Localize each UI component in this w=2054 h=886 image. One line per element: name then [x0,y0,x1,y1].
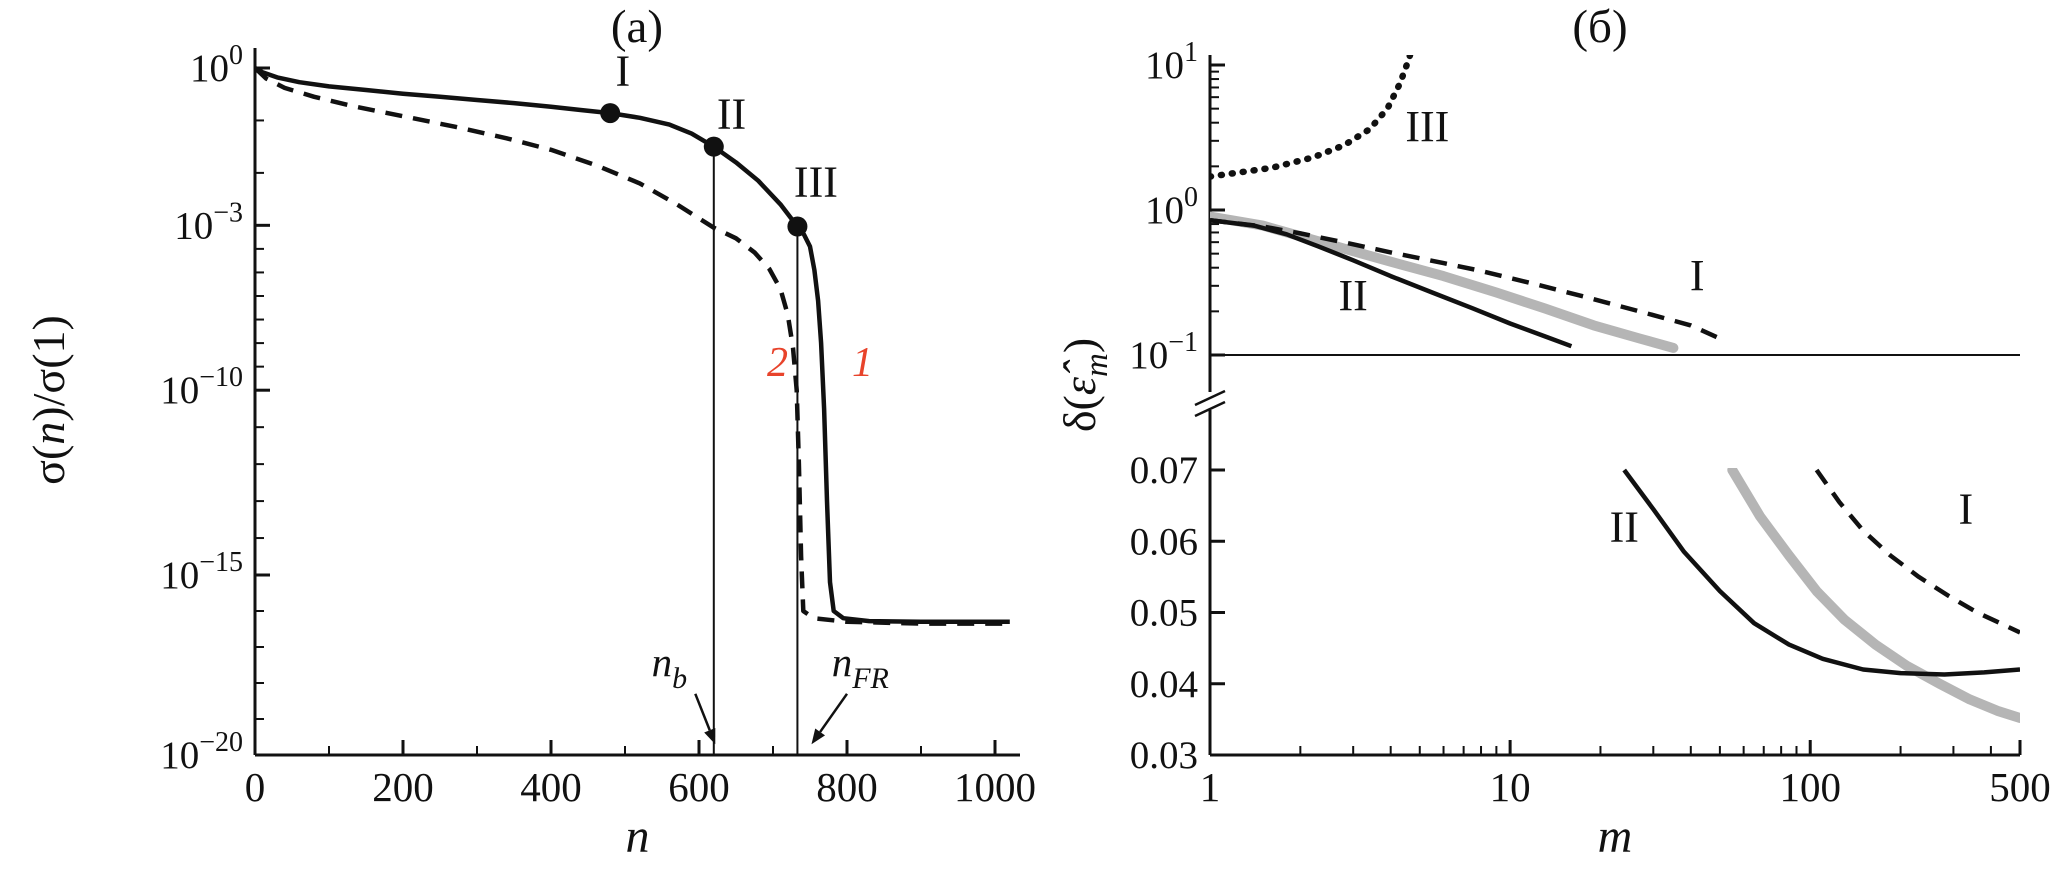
b-label-II: II [1339,271,1368,320]
panel-b-title: (б) [1572,1,1628,53]
b-curve-II-bottom [1622,468,2020,677]
a-label-I: I [615,46,630,95]
b-curve-I-bottom [1814,468,2020,635]
b-curve-I-top [1210,217,1726,343]
b-y-axis-label: δ(ε̂m) [1054,338,1115,432]
a-callout-n_b: nb [652,639,688,695]
b-curve-gray-bottom [1727,468,2020,723]
marker-I [600,103,621,124]
a-curve-2 [253,66,1010,626]
svg-text:100: 100 [1779,764,1841,810]
b-label-I: I [1959,484,1974,533]
marker-II [703,136,724,157]
svg-text:1: 1 [1200,764,1221,810]
svg-text:500: 500 [1989,764,2051,810]
svg-text:800: 800 [816,764,878,810]
svg-text:10−15: 10−15 [160,547,243,597]
a-y-axis-label: σ(n)/σ(1) [23,315,74,485]
svg-text:1000: 1000 [954,764,1036,810]
b-label-III: III [1405,102,1449,151]
svg-text:100: 100 [190,40,243,90]
svg-text:0.07: 0.07 [1130,449,1198,492]
panel-a-title: (а) [610,1,664,53]
axis-break-mark [1194,389,1226,407]
svg-text:600: 600 [668,764,730,810]
b-label-I: I [1690,251,1705,300]
a-label-2: 2 [767,340,788,386]
svg-text:200: 200 [372,764,434,810]
svg-text:10−3: 10−3 [174,197,243,247]
a-x-axis-label: n [626,810,650,863]
b-curve-II-top [1210,217,1573,349]
svg-text:10−1: 10−1 [1129,327,1198,377]
panel-a-plot: 0 200 400 600 800 1000 100 10−3 10−10 10−15 10−20 I… [23,40,1036,863]
svg-text:0.04: 0.04 [1130,663,1198,706]
svg-text:0.06: 0.06 [1130,520,1198,563]
svg-text:0.03: 0.03 [1130,734,1198,777]
svg-text:0.05: 0.05 [1130,592,1198,635]
a-callout-n_FR: nFR [832,639,889,695]
svg-text:10−20: 10−20 [160,727,243,777]
svg-text:0: 0 [245,764,266,810]
svg-text:10−10: 10−10 [160,362,243,412]
marker-III [787,216,808,237]
b-curve-III-top [1210,55,1414,180]
svg-text:101: 101 [1145,37,1198,87]
panel-b-plot: 1 10 100 500 101 100 10−1 0.07 0.06 0.05 0.04 0.03 I… [1054,37,2051,863]
svg-text:10: 10 [1490,764,1531,810]
a-curve-1 [253,66,1010,625]
svg-text:400: 400 [520,764,582,810]
a-label-III: III [794,157,838,206]
b-label-II: II [1610,502,1639,551]
a-label-1: 1 [852,340,873,386]
svg-text:100: 100 [1145,182,1198,232]
b-curve-gray-top [1210,211,1679,353]
b-x-axis-label: m [1598,810,1633,863]
a-label-II: II [717,89,746,138]
